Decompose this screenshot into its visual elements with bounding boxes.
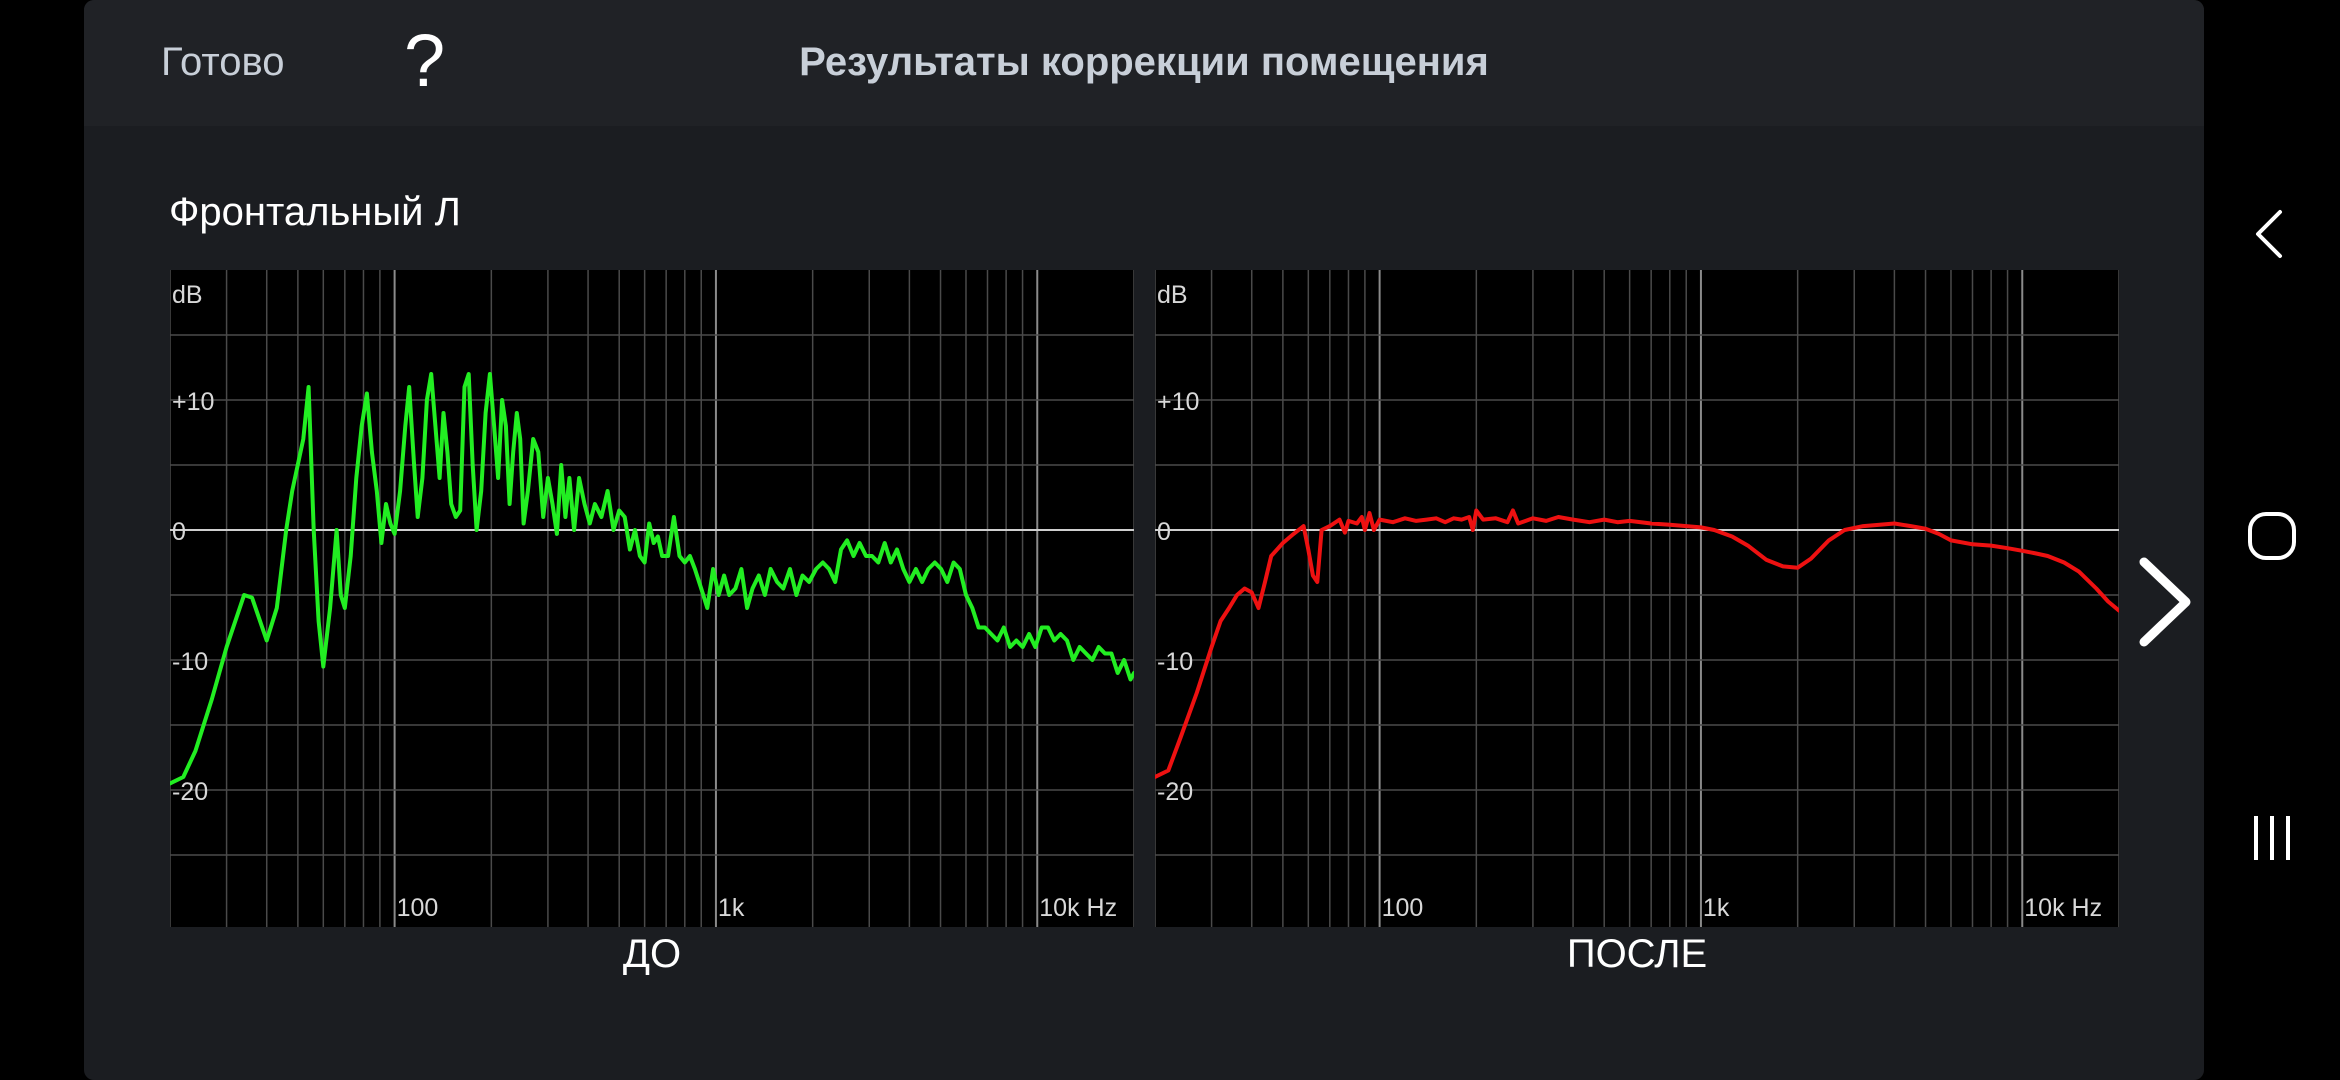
y-unit-label: dB (172, 281, 203, 309)
y-tick-label: -20 (1157, 778, 1193, 806)
page-title: Результаты коррекции помещения (799, 40, 1489, 84)
room-correction-panel: Готово ? Результаты коррекции помещения … (84, 0, 2204, 1080)
y-tick-label: -10 (172, 648, 208, 676)
x-tick-label: 10k Hz (2024, 894, 2102, 922)
channel-label: Фронтальный Л (169, 190, 461, 234)
x-tick-label: 10k Hz (1039, 894, 1117, 922)
y-tick-label: -20 (172, 778, 208, 806)
help-button[interactable]: ? (404, 19, 446, 102)
top-bar: Готово ? Результаты коррекции помещения (84, 0, 2204, 126)
next-chevron-icon[interactable] (2124, 552, 2204, 652)
y-tick-label: +10 (172, 388, 214, 416)
x-tick-label: 100 (1382, 894, 1424, 922)
recent-apps-icon[interactable] (2242, 808, 2302, 868)
x-tick-label: 1k (718, 894, 745, 922)
done-button[interactable]: Готово (161, 40, 285, 84)
before-caption: ДО (622, 932, 682, 976)
y-tick-label: 0 (172, 518, 186, 546)
response-curve (170, 372, 1134, 786)
chart-svg: dB +10 0 -10 -20 100 1k 10k Hz (170, 270, 1134, 927)
y-tick-label: -10 (1157, 648, 1193, 676)
back-icon[interactable] (2242, 204, 2302, 264)
before-chart: dB +10 0 -10 -20 100 1k 10k Hz (170, 270, 1134, 927)
y-tick-label: +10 (1157, 388, 1199, 416)
home-icon[interactable] (2242, 506, 2302, 566)
system-nav-bar (2204, 0, 2340, 1080)
chart-svg: dB +10 0 -10 -20 100 1k 10k Hz (1155, 270, 2119, 927)
after-caption: ПОСЛЕ (1566, 932, 1708, 976)
chart-background (170, 270, 1134, 927)
y-tick-label: 0 (1157, 518, 1171, 546)
x-tick-label: 100 (397, 894, 439, 922)
x-tick-label: 1k (1703, 894, 1730, 922)
y-unit-label: dB (1157, 281, 1188, 309)
chart-background (1155, 270, 2119, 927)
after-chart: dB +10 0 -10 -20 100 1k 10k Hz (1155, 270, 2119, 927)
